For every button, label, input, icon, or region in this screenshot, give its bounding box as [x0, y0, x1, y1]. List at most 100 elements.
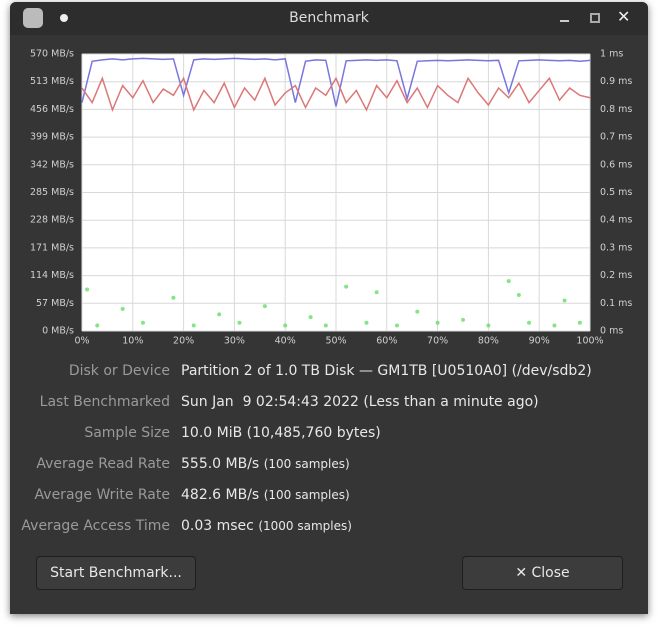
- y2-tick-label: 0.8 ms: [600, 104, 632, 115]
- maximize[interactable]: [590, 13, 600, 23]
- access-point: [552, 323, 557, 328]
- detail-value-box: 0.03 msec (1000 samples): [181, 518, 352, 534]
- access-point: [283, 323, 288, 328]
- access-point: [262, 304, 267, 309]
- series-line: [81, 57, 591, 107]
- window-title: Benchmark: [289, 10, 369, 26]
- detail-value-box: 10.0 MiB (10,485,760 bytes): [181, 425, 381, 441]
- detail-value: 555.0 MB/s: [181, 456, 260, 472]
- access-point: [140, 320, 145, 325]
- y2-tick-label: 0.2 ms: [600, 270, 632, 281]
- x-tick-label: 40%: [275, 336, 296, 347]
- access-point: [323, 323, 328, 328]
- x-tick-label: 70%: [427, 336, 448, 347]
- detail-label: Average Write Rate: [34, 487, 170, 503]
- detail-value: Sun Jan 9 02:54:43 2022 (Less than a min…: [181, 394, 539, 410]
- y-tick-label: 285 MB/s: [30, 187, 74, 198]
- close-icon: ✕: [515, 565, 532, 581]
- access-point: [527, 320, 532, 325]
- y-tick-label: 228 MB/s: [30, 215, 74, 226]
- detail-note: (100 samples): [263, 457, 350, 471]
- y2-tick-label: 1 ms: [600, 49, 623, 60]
- access-point: [364, 320, 369, 325]
- access-point: [506, 279, 511, 284]
- y-tick-label: 399 MB/s: [30, 132, 74, 143]
- x-tick-label: 60%: [376, 336, 397, 347]
- detail-value: Partition 2 of 1.0 TB Disk — GM1TB [U051…: [181, 363, 592, 379]
- detail-value-box: 482.6 MB/s (100 samples): [181, 487, 350, 503]
- y-tick-label: 513 MB/s: [30, 76, 74, 87]
- access-point: [344, 284, 349, 289]
- detail-row: Average Read Rate 555.0 MB/s (100 samples…: [10, 453, 648, 477]
- detail-row: Last Benchmarked Sun Jan 9 02:54:43 2022 …: [10, 391, 648, 415]
- access-point: [120, 306, 125, 311]
- access-point: [95, 323, 100, 328]
- access-point: [435, 320, 440, 325]
- detail-row: Average Access Time 0.03 msec (1000 sampl…: [10, 515, 648, 539]
- access-point: [85, 287, 90, 292]
- y2-tick-label: 0 ms: [600, 326, 623, 337]
- detail-value: 0.03 msec: [181, 518, 254, 534]
- close-label: Close: [531, 565, 570, 581]
- access-point: [217, 312, 222, 317]
- series-line: [81, 76, 591, 113]
- y-tick-label: 114 MB/s: [30, 270, 74, 281]
- detail-label: Average Read Rate: [36, 456, 170, 472]
- y2-tick-label: 0.1 ms: [600, 298, 632, 309]
- access-point: [461, 317, 465, 322]
- access-point: [394, 323, 399, 328]
- y-tick-label: 456 MB/s: [30, 104, 74, 115]
- x-tick-label: 30%: [224, 336, 245, 347]
- access-point: [415, 309, 420, 314]
- detail-value: 482.6 MB/s: [181, 487, 260, 503]
- detail-note: (1000 samples): [258, 519, 352, 533]
- x-tick-label: 90%: [529, 336, 550, 347]
- detail-note: (100 samples): [263, 488, 350, 502]
- y2-tick-label: 0.3 ms: [600, 242, 632, 253]
- y2-tick-label: 0.4 ms: [600, 215, 632, 226]
- detail-label: Sample Size: [84, 425, 170, 441]
- x-tick-label: 10%: [122, 336, 143, 347]
- y-tick-label: 0 MB/s: [42, 326, 74, 337]
- close-x[interactable]: ✕: [617, 7, 631, 26]
- y-tick-label: 171 MB/s: [30, 242, 74, 253]
- y2-tick-label: 0.9 ms: [600, 76, 632, 87]
- detail-label: Average Access Time: [21, 518, 170, 534]
- access-point: [486, 323, 491, 328]
- access-point: [191, 323, 196, 328]
- detail-label: Disk or Device: [68, 363, 170, 379]
- start-button[interactable]: Start Benchmark...: [36, 556, 196, 590]
- title-bar: Benchmark ✕: [10, 2, 648, 35]
- detail-value: 10.0 MiB (10,485,760 bytes): [181, 425, 381, 441]
- access-point: [237, 320, 242, 325]
- access-point: [562, 298, 567, 303]
- y-tick-label: 570 MB/s: [30, 49, 74, 60]
- detail-label: Last Benchmarked: [39, 394, 170, 410]
- detail-row: Sample Size 10.0 MiB (10,485,760 bytes): [10, 422, 648, 446]
- y2-tick-label: 0.6 ms: [600, 159, 632, 170]
- x-tick-label: 0%: [74, 336, 89, 347]
- access-point: [171, 295, 176, 300]
- chart: 0 MB/s 57 MB/s 114 MB/s 171 MB/s 228 MB/s 285…: [30, 49, 632, 347]
- close-button[interactable]: ✕ Close: [462, 556, 623, 590]
- detail-value-box: Partition 2 of 1.0 TB Disk — GM1TB [U051…: [181, 363, 592, 379]
- detail-value-box: Sun Jan 9 02:54:43 2022 (Less than a min…: [181, 394, 539, 410]
- access-point: [308, 315, 313, 320]
- x-tick-label: 50%: [325, 336, 346, 347]
- x-tick-label: 20%: [173, 336, 194, 347]
- y-tick-label: 342 MB/s: [30, 159, 74, 170]
- detail-value-box: 555.0 MB/s (100 samples): [181, 456, 350, 472]
- access-point: [577, 320, 582, 325]
- y-tick-label: 57 MB/s: [36, 298, 74, 309]
- minimize[interactable]: [560, 20, 569, 22]
- access-point: [516, 292, 521, 297]
- x-tick-label: 80%: [478, 336, 499, 347]
- access-point: [374, 290, 379, 295]
- app-icon: [23, 8, 43, 28]
- x-tick-label: 100%: [576, 336, 603, 347]
- y2-tick-label: 0.5 ms: [600, 187, 632, 198]
- y2-tick-label: 0.7 ms: [600, 132, 632, 143]
- dot: [60, 14, 68, 22]
- detail-row: Average Write Rate 482.6 MB/s (100 sample…: [10, 484, 648, 508]
